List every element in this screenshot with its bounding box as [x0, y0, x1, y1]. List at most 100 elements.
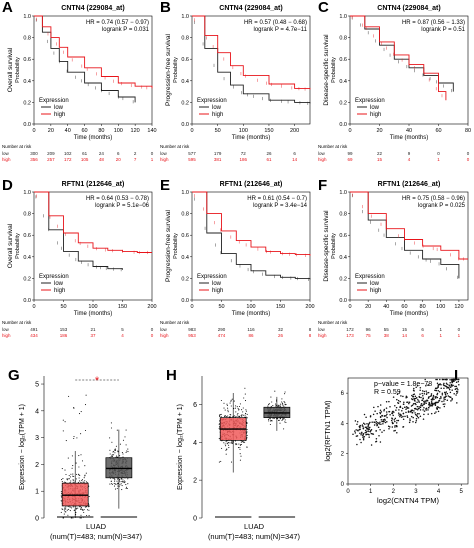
- data-point: [117, 478, 119, 480]
- data-point: [436, 396, 439, 399]
- data-point: [270, 420, 272, 422]
- logrank-p: logrank P = 3.4e−14: [253, 203, 308, 209]
- data-point: [238, 443, 240, 445]
- data-point: [404, 415, 406, 418]
- plot-frame: [349, 191, 469, 301]
- data-point: [372, 413, 375, 416]
- risk-table-title: Number at risk: [160, 144, 190, 149]
- data-point: [242, 440, 244, 442]
- data-point: [60, 495, 62, 497]
- data-point: [443, 396, 445, 398]
- data-point: [383, 409, 385, 412]
- x-axis-label: log2(CNTN4 TPM): [377, 496, 439, 505]
- plot-title: RFTN1 (212646_at): [220, 181, 283, 188]
- panel-label-a: A: [2, 0, 13, 16]
- x-tick-label: 0: [190, 128, 193, 134]
- data-point: [432, 394, 435, 397]
- data-point: [84, 480, 86, 482]
- data-point: [282, 402, 284, 404]
- survival-curve-high: [34, 191, 152, 253]
- data-point: [229, 442, 231, 444]
- data-point: [283, 417, 285, 420]
- plot-frame: [191, 15, 311, 125]
- y-tick-label: 0.6: [339, 57, 347, 63]
- risk-count: 0: [467, 157, 470, 162]
- data-point: [432, 396, 435, 398]
- scatter-i: 0 1 2 3 4 5 0 2 4 6 log2(CNTN4 TPM) log2(RFTN1 TPM)…: [323, 377, 469, 505]
- data-point: [439, 407, 441, 409]
- data-point: [356, 423, 358, 425]
- y-tick-label: 0.6: [181, 233, 189, 239]
- risk-row-label: high: [160, 333, 169, 338]
- risk-count: 257: [47, 157, 55, 162]
- risk-count: 953: [188, 333, 196, 338]
- data-point: [368, 436, 370, 438]
- data-point: [423, 400, 425, 403]
- data-point: [425, 407, 428, 409]
- risk-count: 14: [402, 333, 408, 338]
- data-point: [398, 414, 400, 416]
- legend-title: Expression: [197, 274, 227, 280]
- data-point: [403, 401, 405, 403]
- data-point: [80, 506, 83, 509]
- data-point: [430, 401, 433, 403]
- data-point: [455, 394, 457, 396]
- x-tick-label: 0: [190, 304, 193, 310]
- data-point: [374, 421, 376, 424]
- data-point: [227, 407, 229, 409]
- data-point: [356, 443, 358, 446]
- data-point: [240, 455, 242, 457]
- y-tick-label: 0.6: [23, 233, 31, 239]
- data-point: [218, 428, 220, 430]
- data-point: [425, 390, 427, 392]
- data-point: [402, 415, 404, 418]
- data-point: [421, 404, 424, 407]
- data-point: [408, 401, 411, 404]
- data-point: [427, 406, 430, 409]
- data-point: [109, 437, 111, 439]
- y-tick-label: 0.2: [181, 276, 189, 282]
- data-point: [367, 425, 369, 428]
- data-point: [410, 415, 413, 418]
- data-point: [385, 400, 388, 403]
- hazard-ratio: HR = 0.74 (0.57 − 0.97): [86, 20, 149, 26]
- data-point: [73, 437, 75, 440]
- data-point: [383, 429, 385, 432]
- data-point: [416, 401, 418, 404]
- data-point: [377, 405, 379, 408]
- data-point: [235, 416, 237, 418]
- x-tick-label: 100: [436, 304, 445, 310]
- panel-label-f: F: [318, 177, 328, 194]
- data-point: [273, 417, 275, 419]
- data-point: [122, 479, 124, 481]
- data-point: [358, 428, 361, 431]
- data-point: [64, 481, 66, 483]
- panel-e: E RFTN1 (212646_at) 0 50 100 150 200 0.0 0.2 0.4…: [158, 176, 316, 352]
- data-point: [280, 418, 282, 420]
- data-point: [356, 421, 359, 423]
- data-point: [408, 402, 410, 405]
- data-point: [375, 437, 378, 440]
- data-point: [68, 478, 70, 480]
- risk-row-label: high: [318, 333, 327, 338]
- data-point: [239, 416, 241, 418]
- survival-curve-low: [192, 191, 311, 280]
- y-axis-label: Progression-free survival: [165, 210, 172, 282]
- data-point: [430, 402, 433, 405]
- data-point: [80, 454, 82, 456]
- data-point: [428, 395, 430, 398]
- data-point: [436, 393, 438, 396]
- data-point: [277, 405, 279, 407]
- data-point: [415, 397, 418, 399]
- data-point: [406, 406, 409, 409]
- data-point: [237, 415, 239, 417]
- risk-count: 6: [421, 333, 424, 338]
- y-tick-label: 0.2: [339, 100, 347, 106]
- data-point: [84, 429, 87, 432]
- y-tick-label: 0.2: [23, 276, 31, 282]
- data-point: [369, 430, 372, 433]
- data-point: [227, 411, 229, 413]
- panel-label-d: D: [2, 177, 13, 194]
- x-tick-label: 0: [32, 304, 35, 310]
- data-point: [281, 398, 283, 400]
